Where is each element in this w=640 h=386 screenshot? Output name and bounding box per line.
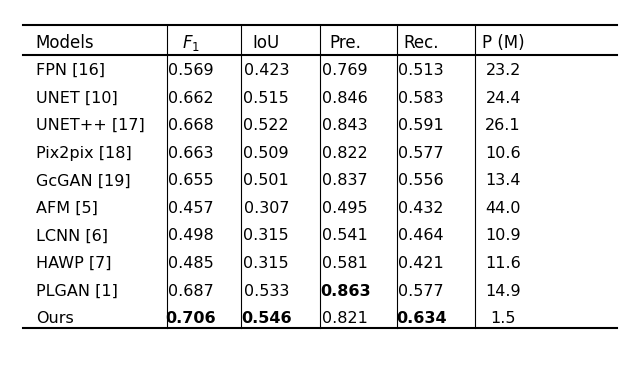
Text: 0.432: 0.432 — [398, 201, 444, 216]
Text: P (M): P (M) — [482, 34, 525, 52]
Text: 23.2: 23.2 — [486, 63, 521, 78]
Text: 0.569: 0.569 — [168, 63, 213, 78]
Text: 0.655: 0.655 — [168, 173, 213, 188]
Text: UNET++ [17]: UNET++ [17] — [36, 118, 145, 133]
Text: 0.687: 0.687 — [168, 284, 213, 299]
Text: 0.663: 0.663 — [168, 146, 213, 161]
Text: 0.501: 0.501 — [243, 173, 289, 188]
Text: AFM [5]: AFM [5] — [36, 201, 98, 216]
Text: 0.668: 0.668 — [168, 118, 213, 133]
Text: 0.662: 0.662 — [168, 91, 213, 106]
Text: 0.821: 0.821 — [323, 311, 368, 326]
Text: 24.4: 24.4 — [485, 91, 521, 106]
Text: 0.522: 0.522 — [243, 118, 289, 133]
Text: 10.6: 10.6 — [485, 146, 521, 161]
Text: FPN [16]: FPN [16] — [36, 63, 105, 78]
Text: 0.822: 0.822 — [323, 146, 368, 161]
Text: 0.634: 0.634 — [396, 311, 446, 326]
Text: 0.421: 0.421 — [398, 256, 444, 271]
Text: IoU: IoU — [253, 34, 280, 52]
Text: 0.533: 0.533 — [244, 284, 289, 299]
Text: 14.9: 14.9 — [485, 284, 521, 299]
Text: 0.837: 0.837 — [323, 173, 368, 188]
Text: 0.577: 0.577 — [398, 284, 444, 299]
Text: 0.315: 0.315 — [243, 256, 289, 271]
Text: 0.769: 0.769 — [323, 63, 368, 78]
Text: 0.546: 0.546 — [241, 311, 292, 326]
Text: PLGAN [1]: PLGAN [1] — [36, 284, 118, 299]
Text: 0.863: 0.863 — [320, 284, 371, 299]
Text: 0.509: 0.509 — [243, 146, 289, 161]
Text: 0.591: 0.591 — [398, 118, 444, 133]
Text: 0.583: 0.583 — [398, 91, 444, 106]
Text: 0.498: 0.498 — [168, 229, 213, 244]
Text: 0.556: 0.556 — [398, 173, 444, 188]
Text: 0.515: 0.515 — [243, 91, 289, 106]
Text: 0.495: 0.495 — [323, 201, 368, 216]
Text: 0.307: 0.307 — [244, 201, 289, 216]
Text: 0.423: 0.423 — [244, 63, 289, 78]
Text: $F_1$: $F_1$ — [182, 33, 200, 53]
Text: Pix2pix [18]: Pix2pix [18] — [36, 146, 131, 161]
Text: GcGAN [19]: GcGAN [19] — [36, 173, 131, 188]
Text: Models: Models — [36, 34, 94, 52]
Text: 13.4: 13.4 — [485, 173, 521, 188]
Text: 0.706: 0.706 — [165, 311, 216, 326]
Text: 0.457: 0.457 — [168, 201, 213, 216]
Text: UNET [10]: UNET [10] — [36, 91, 118, 106]
Text: 0.485: 0.485 — [168, 256, 213, 271]
Text: 26.1: 26.1 — [485, 118, 521, 133]
Text: 10.9: 10.9 — [485, 229, 521, 244]
Text: HAWP [7]: HAWP [7] — [36, 256, 111, 271]
Text: 0.843: 0.843 — [323, 118, 368, 133]
Text: 0.577: 0.577 — [398, 146, 444, 161]
Text: 44.0: 44.0 — [485, 201, 521, 216]
Text: 0.464: 0.464 — [398, 229, 444, 244]
Text: Rec.: Rec. — [403, 34, 439, 52]
Text: 0.541: 0.541 — [323, 229, 368, 244]
Text: Pre.: Pre. — [330, 34, 361, 52]
Text: LCNN [6]: LCNN [6] — [36, 229, 108, 244]
Text: 0.581: 0.581 — [323, 256, 368, 271]
Text: 1.5: 1.5 — [490, 311, 516, 326]
Text: 11.6: 11.6 — [485, 256, 521, 271]
Text: 0.846: 0.846 — [323, 91, 368, 106]
Text: 0.315: 0.315 — [243, 229, 289, 244]
Text: 0.513: 0.513 — [398, 63, 444, 78]
Text: Ours: Ours — [36, 311, 74, 326]
